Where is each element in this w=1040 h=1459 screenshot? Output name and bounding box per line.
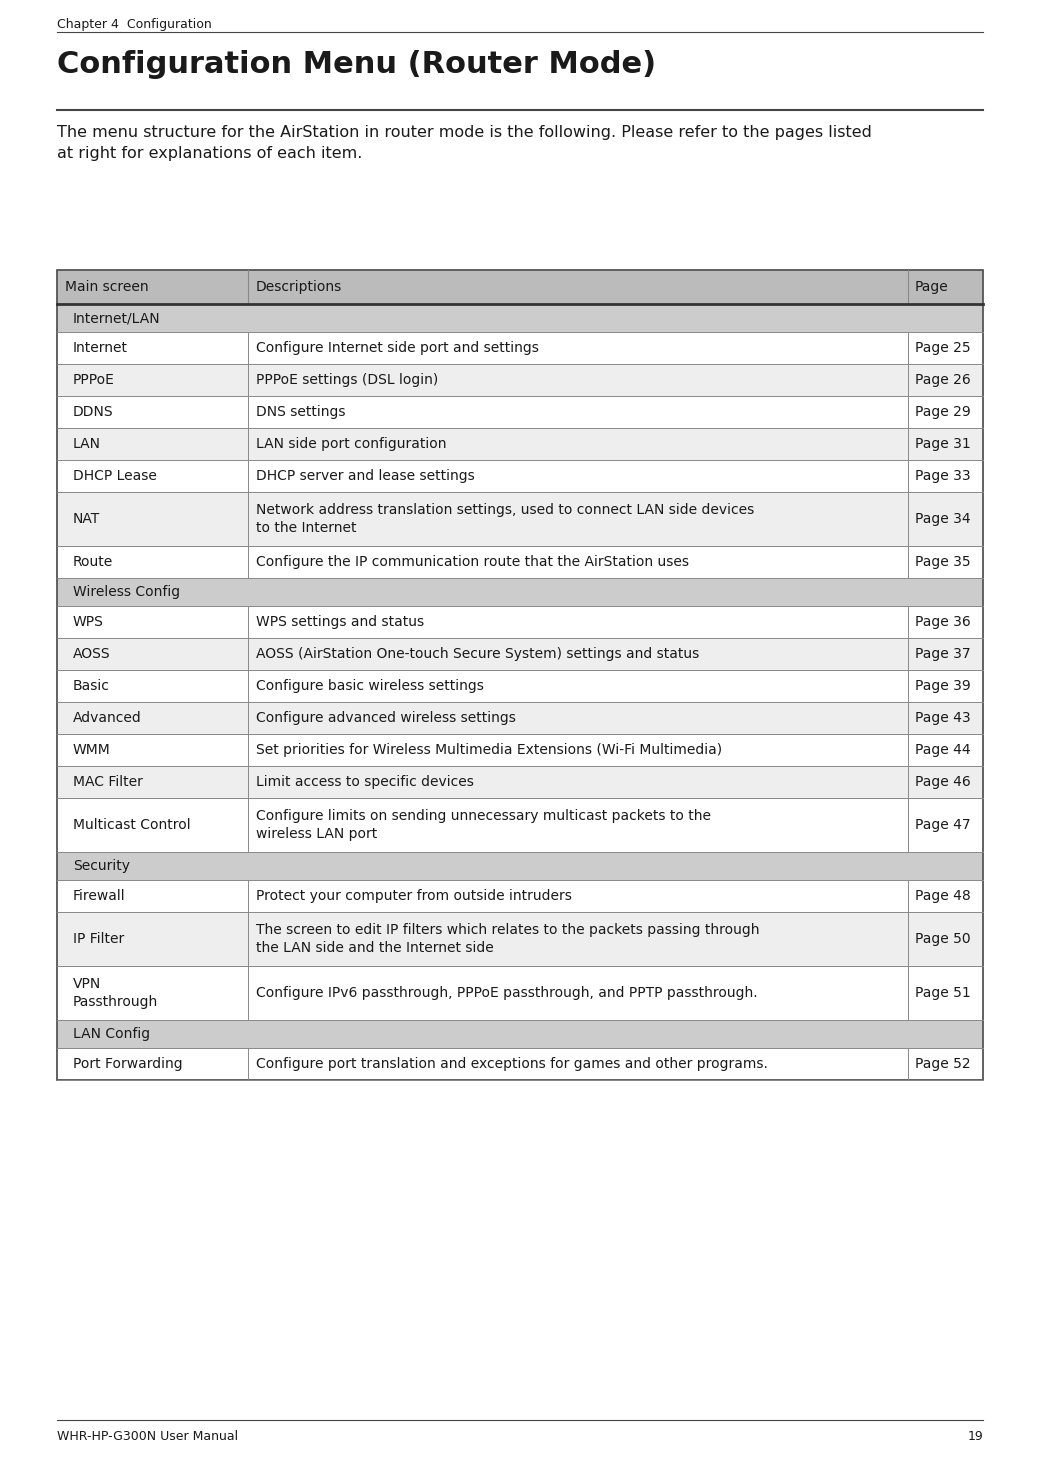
Text: Page 26: Page 26 bbox=[915, 374, 970, 387]
Text: Configure Internet side port and settings: Configure Internet side port and setting… bbox=[256, 341, 539, 355]
Text: Advanced: Advanced bbox=[73, 711, 141, 725]
Text: Page 52: Page 52 bbox=[915, 1056, 970, 1071]
Bar bbox=[57, 702, 983, 734]
Text: Page 37: Page 37 bbox=[915, 646, 970, 661]
Bar bbox=[57, 912, 983, 966]
Text: VPN
Passthrough: VPN Passthrough bbox=[73, 978, 158, 1010]
Text: Main screen: Main screen bbox=[64, 280, 149, 295]
Text: IP Filter: IP Filter bbox=[73, 932, 124, 945]
Text: Internet: Internet bbox=[73, 341, 128, 355]
Text: PPPoE: PPPoE bbox=[73, 374, 114, 387]
Text: LAN side port configuration: LAN side port configuration bbox=[256, 438, 446, 451]
Text: Page 29: Page 29 bbox=[915, 406, 970, 419]
Bar bbox=[57, 798, 983, 852]
Text: Network address translation settings, used to connect LAN side devices
to the In: Network address translation settings, us… bbox=[256, 503, 754, 535]
Text: DDNS: DDNS bbox=[73, 406, 113, 419]
Text: Route: Route bbox=[73, 554, 113, 569]
Text: AOSS (AirStation One-touch Secure System) settings and status: AOSS (AirStation One-touch Secure System… bbox=[256, 646, 699, 661]
Text: Page 44: Page 44 bbox=[915, 743, 970, 757]
Text: WHR-HP-G300N User Manual: WHR-HP-G300N User Manual bbox=[57, 1430, 238, 1443]
Text: LAN Config: LAN Config bbox=[73, 1027, 150, 1042]
Text: Page 31: Page 31 bbox=[915, 438, 970, 451]
Text: LAN: LAN bbox=[73, 438, 101, 451]
Bar bbox=[57, 578, 983, 605]
Text: MAC Filter: MAC Filter bbox=[73, 775, 142, 789]
Bar bbox=[57, 880, 983, 912]
Text: Limit access to specific devices: Limit access to specific devices bbox=[256, 775, 474, 789]
Text: Page 35: Page 35 bbox=[915, 554, 970, 569]
Text: WMM: WMM bbox=[73, 743, 110, 757]
Text: Firewall: Firewall bbox=[73, 889, 126, 903]
Bar bbox=[57, 966, 983, 1020]
Text: Multicast Control: Multicast Control bbox=[73, 818, 190, 832]
Bar bbox=[57, 734, 983, 766]
Text: Internet/LAN: Internet/LAN bbox=[73, 311, 160, 325]
Text: Basic: Basic bbox=[73, 678, 110, 693]
Text: Page 25: Page 25 bbox=[915, 341, 970, 355]
Bar bbox=[57, 766, 983, 798]
Text: Configure advanced wireless settings: Configure advanced wireless settings bbox=[256, 711, 516, 725]
Text: Page 46: Page 46 bbox=[915, 775, 970, 789]
Text: DHCP Lease: DHCP Lease bbox=[73, 468, 157, 483]
Text: Page: Page bbox=[915, 280, 948, 295]
Bar bbox=[57, 333, 983, 363]
Text: Configure basic wireless settings: Configure basic wireless settings bbox=[256, 678, 484, 693]
Text: Protect your computer from outside intruders: Protect your computer from outside intru… bbox=[256, 889, 572, 903]
Bar bbox=[57, 395, 983, 427]
Text: Page 39: Page 39 bbox=[915, 678, 970, 693]
Text: 19: 19 bbox=[967, 1430, 983, 1443]
Text: Page 47: Page 47 bbox=[915, 818, 970, 832]
Text: NAT: NAT bbox=[73, 512, 100, 527]
Bar bbox=[57, 605, 983, 638]
Bar bbox=[57, 638, 983, 670]
Text: Port Forwarding: Port Forwarding bbox=[73, 1056, 183, 1071]
Bar bbox=[57, 492, 983, 546]
Text: DNS settings: DNS settings bbox=[256, 406, 345, 419]
Text: Page 33: Page 33 bbox=[915, 468, 970, 483]
Text: Chapter 4  Configuration: Chapter 4 Configuration bbox=[57, 18, 212, 31]
Bar bbox=[57, 546, 983, 578]
Text: Page 43: Page 43 bbox=[915, 711, 970, 725]
Text: Configure the IP communication route that the AirStation uses: Configure the IP communication route tha… bbox=[256, 554, 690, 569]
Text: The screen to edit IP filters which relates to the packets passing through
the L: The screen to edit IP filters which rela… bbox=[256, 924, 759, 956]
Text: Page 36: Page 36 bbox=[915, 616, 970, 629]
Text: Page 34: Page 34 bbox=[915, 512, 970, 527]
Text: PPPoE settings (DSL login): PPPoE settings (DSL login) bbox=[256, 374, 438, 387]
Bar bbox=[57, 852, 983, 880]
Text: AOSS: AOSS bbox=[73, 646, 110, 661]
Bar bbox=[57, 270, 983, 303]
Text: Configure IPv6 passthrough, PPPoE passthrough, and PPTP passthrough.: Configure IPv6 passthrough, PPPoE passth… bbox=[256, 986, 757, 999]
Bar bbox=[57, 1020, 983, 1048]
Text: The menu structure for the AirStation in router mode is the following. Please re: The menu structure for the AirStation in… bbox=[57, 125, 872, 160]
Text: Descriptions: Descriptions bbox=[256, 280, 342, 295]
Text: Set priorities for Wireless Multimedia Extensions (Wi-Fi Multimedia): Set priorities for Wireless Multimedia E… bbox=[256, 743, 722, 757]
Text: Page 50: Page 50 bbox=[915, 932, 970, 945]
Text: WPS: WPS bbox=[73, 616, 104, 629]
Bar bbox=[57, 303, 983, 333]
Text: Page 48: Page 48 bbox=[915, 889, 970, 903]
Bar bbox=[57, 363, 983, 395]
Text: WPS settings and status: WPS settings and status bbox=[256, 616, 424, 629]
Bar bbox=[57, 670, 983, 702]
Text: Configuration Menu (Router Mode): Configuration Menu (Router Mode) bbox=[57, 50, 656, 79]
Text: Configure limits on sending unnecessary multicast packets to the
wireless LAN po: Configure limits on sending unnecessary … bbox=[256, 810, 711, 840]
Text: Configure port translation and exceptions for games and other programs.: Configure port translation and exception… bbox=[256, 1056, 768, 1071]
Bar bbox=[57, 270, 983, 1080]
Text: Page 51: Page 51 bbox=[915, 986, 970, 999]
Bar bbox=[57, 460, 983, 492]
Text: Wireless Config: Wireless Config bbox=[73, 585, 180, 600]
Bar bbox=[57, 427, 983, 460]
Text: Security: Security bbox=[73, 859, 130, 872]
Text: DHCP server and lease settings: DHCP server and lease settings bbox=[256, 468, 474, 483]
Bar bbox=[57, 1048, 983, 1080]
